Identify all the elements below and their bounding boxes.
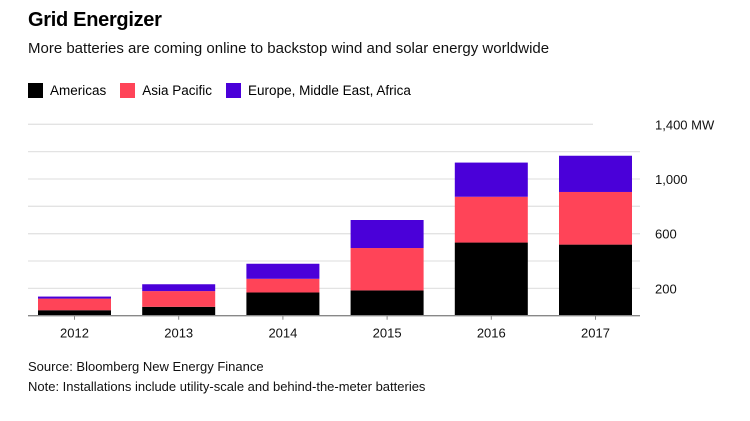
bar-segment-americas-2012 bbox=[38, 310, 111, 316]
chart-subtitle: More batteries are coming online to back… bbox=[28, 40, 550, 57]
y-tick-label: 1,400 MW bbox=[655, 117, 715, 132]
bar-segment-asia-pacific-2017 bbox=[559, 191, 632, 245]
y-tick-label: 600 bbox=[655, 227, 677, 242]
y-tick-label: 200 bbox=[655, 281, 677, 296]
legend-item-emea: Europe, Middle East, Africa bbox=[226, 83, 411, 98]
x-tick-label: 2016 bbox=[477, 326, 506, 341]
legend-swatch bbox=[226, 83, 242, 98]
bar-segment-asia-pacific-2015 bbox=[350, 248, 424, 291]
bar-segment-europe-middle-east-africa-2015 bbox=[350, 220, 424, 249]
x-tick-label: 2017 bbox=[581, 326, 610, 341]
x-tick-label: 2014 bbox=[268, 326, 297, 341]
bar-segment-americas-2014 bbox=[246, 292, 320, 316]
legend-swatch bbox=[28, 83, 43, 98]
footnote: Note: Installations include utility-scal… bbox=[28, 379, 426, 394]
legend-label: Europe, Middle East, Africa bbox=[248, 83, 411, 98]
bar-segment-americas-2013 bbox=[142, 306, 216, 316]
bar-segment-americas-2015 bbox=[350, 290, 424, 316]
chart-title: Grid Energizer bbox=[28, 9, 162, 31]
y-tick-label: 1,000 bbox=[655, 172, 688, 187]
bar-segment-asia-pacific-2014 bbox=[246, 278, 320, 293]
bar-segment-asia-pacific-2012 bbox=[38, 298, 111, 311]
legend-swatch bbox=[120, 83, 136, 98]
bar-segment-asia-pacific-2016 bbox=[454, 196, 528, 243]
legend-label: Americas bbox=[50, 83, 107, 98]
legend: Americas Asia Pacific Europe, Middle Eas… bbox=[28, 83, 411, 98]
bar-segment-asia-pacific-2013 bbox=[142, 291, 216, 307]
x-tick-label: 2013 bbox=[164, 326, 193, 341]
bar-segment-americas-2017 bbox=[559, 244, 632, 316]
legend-item-americas: Americas bbox=[28, 83, 106, 98]
bar-segment-europe-middle-east-africa-2012 bbox=[38, 296, 111, 299]
bar-segment-americas-2016 bbox=[454, 242, 528, 316]
legend-label: Asia Pacific bbox=[142, 83, 213, 98]
bar-segment-europe-middle-east-africa-2014 bbox=[246, 263, 320, 279]
bar-segment-europe-middle-east-africa-2016 bbox=[454, 162, 528, 197]
bar-segment-europe-middle-east-africa-2013 bbox=[142, 284, 216, 292]
bar-segment-europe-middle-east-africa-2017 bbox=[559, 155, 632, 192]
x-tick-label: 2015 bbox=[373, 326, 402, 341]
legend-item-asia-pacific: Asia Pacific bbox=[120, 83, 212, 98]
source-note: Source: Bloomberg New Energy Finance bbox=[28, 359, 264, 374]
x-tick-label: 2012 bbox=[60, 326, 89, 341]
